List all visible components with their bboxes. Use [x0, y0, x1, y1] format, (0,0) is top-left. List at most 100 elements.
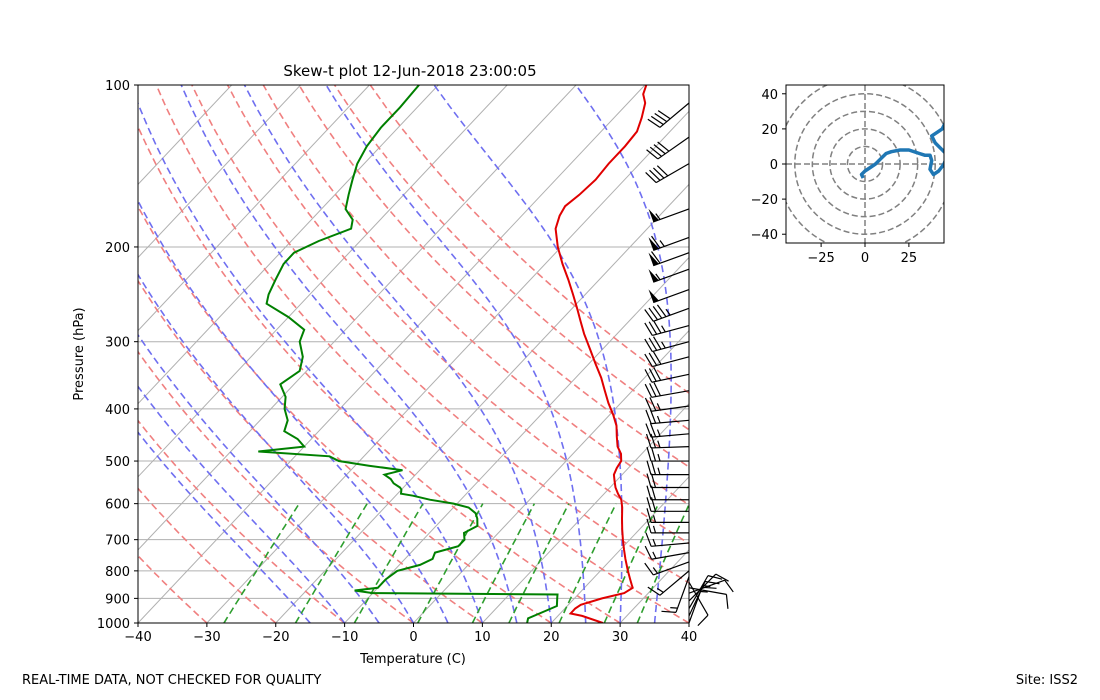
wind-barb-staff	[651, 419, 690, 425]
wind-barb	[646, 518, 689, 534]
wind-barb-staff	[659, 102, 690, 128]
wind-barb-staff	[655, 163, 690, 184]
mixing-ratio-line	[558, 503, 617, 623]
wind-barb-staff	[651, 552, 690, 560]
moist-adiabat-line	[138, 385, 346, 623]
wind-barb-staff	[659, 570, 690, 596]
wind-barb	[648, 208, 690, 223]
dry-adiabat-line	[333, 85, 689, 431]
isotherm-line	[482, 402, 689, 623]
wind-barb-full	[650, 473, 657, 488]
wind-barb	[644, 320, 690, 336]
wind-barb-staff	[651, 405, 690, 412]
wind-barb-staff	[653, 208, 690, 223]
dry-adiabat-line	[155, 85, 689, 623]
chart-title: Skew-t plot 12-Jun-2018 23:00:05	[283, 62, 536, 80]
wind-barb-full	[653, 367, 662, 381]
wind-barb-full	[644, 322, 653, 336]
wind-barb	[648, 235, 690, 251]
wind-barb-full	[647, 586, 661, 596]
dry-adiabat-line	[138, 124, 621, 623]
isotherm-line	[550, 476, 689, 623]
isotherm-line	[138, 85, 508, 478]
wind-barb-full	[646, 446, 652, 462]
wind-barb-staff	[657, 136, 690, 160]
wind-barb-half	[657, 467, 661, 475]
moist-adiabat-line	[243, 85, 553, 623]
wind-barb-full	[697, 614, 709, 627]
wind-barb-flag	[648, 237, 659, 251]
x-tick-label: −10	[331, 630, 358, 645]
x-tick-label: −20	[262, 630, 289, 645]
wind-barb-full	[648, 368, 657, 382]
isotherm-line	[344, 256, 689, 623]
moist-adiabat-line	[138, 333, 380, 623]
wind-barb-full	[645, 172, 657, 184]
wind-barb-full	[648, 352, 658, 366]
wind-barb-full	[644, 338, 653, 352]
moist-adiabat-line	[325, 85, 587, 623]
wind-barb-half	[657, 453, 661, 462]
isotherm-line	[138, 85, 577, 551]
dry-adiabat-line	[298, 85, 689, 468]
wind-barb	[644, 545, 690, 560]
quality-disclaimer: REAL-TIME DATA, NOT CHECKED FOR QUALITY	[22, 673, 322, 688]
wind-barb-full	[661, 610, 677, 613]
wind-barb	[644, 382, 690, 398]
mixing-ratio-line	[636, 503, 689, 623]
wind-barb	[645, 532, 690, 547]
y-axis-label: Pressure (hPa)	[72, 307, 87, 400]
wind-barb-half	[657, 440, 661, 448]
wind-barb-full	[650, 433, 657, 448]
wind-barb-half	[661, 325, 666, 333]
wind-barb	[646, 473, 689, 489]
skewt-axes: −40 −30 −20 −10 0 10 20 30 40 100 200 300 400 500 600…	[72, 62, 734, 667]
wind-barb-flag	[648, 208, 659, 222]
hodograph-x-tick-label: 25	[901, 251, 918, 266]
wind-barb	[644, 367, 690, 383]
x-axis-label: Temperature (C)	[359, 652, 466, 667]
hodograph-y-tick-label: 20	[761, 123, 778, 138]
wind-barb	[688, 579, 734, 594]
dry-adiabat-lines	[138, 85, 689, 623]
wind-barb-half	[659, 240, 665, 247]
mixing-ratio-line	[417, 503, 484, 623]
wind-barb-staff	[653, 307, 690, 322]
wind-barbs	[644, 102, 734, 627]
x-tick-label: −40	[124, 630, 151, 645]
hodograph-ring	[829, 128, 901, 200]
hodograph-axes: −25 0 25 40 20 0 −20 −40	[751, 84, 945, 266]
wind-barb	[644, 336, 690, 353]
hodograph-y-tick-label: 0	[770, 158, 778, 173]
wind-barb-flag	[648, 252, 659, 266]
wind-barb-full	[646, 473, 652, 488]
wind-barb-full	[648, 307, 659, 321]
wind-barb-full	[644, 397, 652, 412]
wind-barb-staff	[651, 433, 690, 438]
wind-barb-full	[649, 409, 657, 424]
dry-adiabat-line	[138, 204, 552, 623]
wind-barb	[648, 268, 690, 283]
mixing-ratio-line	[353, 503, 424, 623]
wind-barb-staff	[652, 324, 690, 336]
wind-barb	[647, 570, 690, 596]
isotherm-line	[206, 110, 689, 623]
wind-barb	[644, 397, 690, 412]
wind-barb-flag	[648, 289, 659, 303]
wind-barb-full	[649, 383, 657, 397]
hodograph-y-tick-label: −20	[751, 193, 778, 208]
wind-barb-half	[655, 273, 661, 281]
dewpoint-profile-line	[258, 85, 559, 623]
wind-barb-flag	[648, 269, 659, 283]
wind-barb-half	[670, 606, 678, 609]
wind-barb	[645, 409, 690, 425]
isotherm-line	[138, 85, 301, 259]
wind-barb-full	[645, 532, 652, 547]
mixing-ratio-line	[471, 503, 536, 623]
y-tick-label: 600	[105, 498, 130, 513]
moist-adiabat-line	[138, 431, 311, 623]
wind-barb-full	[644, 562, 654, 576]
moist-adiabat-line	[433, 85, 623, 623]
wind-barb-half	[652, 515, 657, 523]
